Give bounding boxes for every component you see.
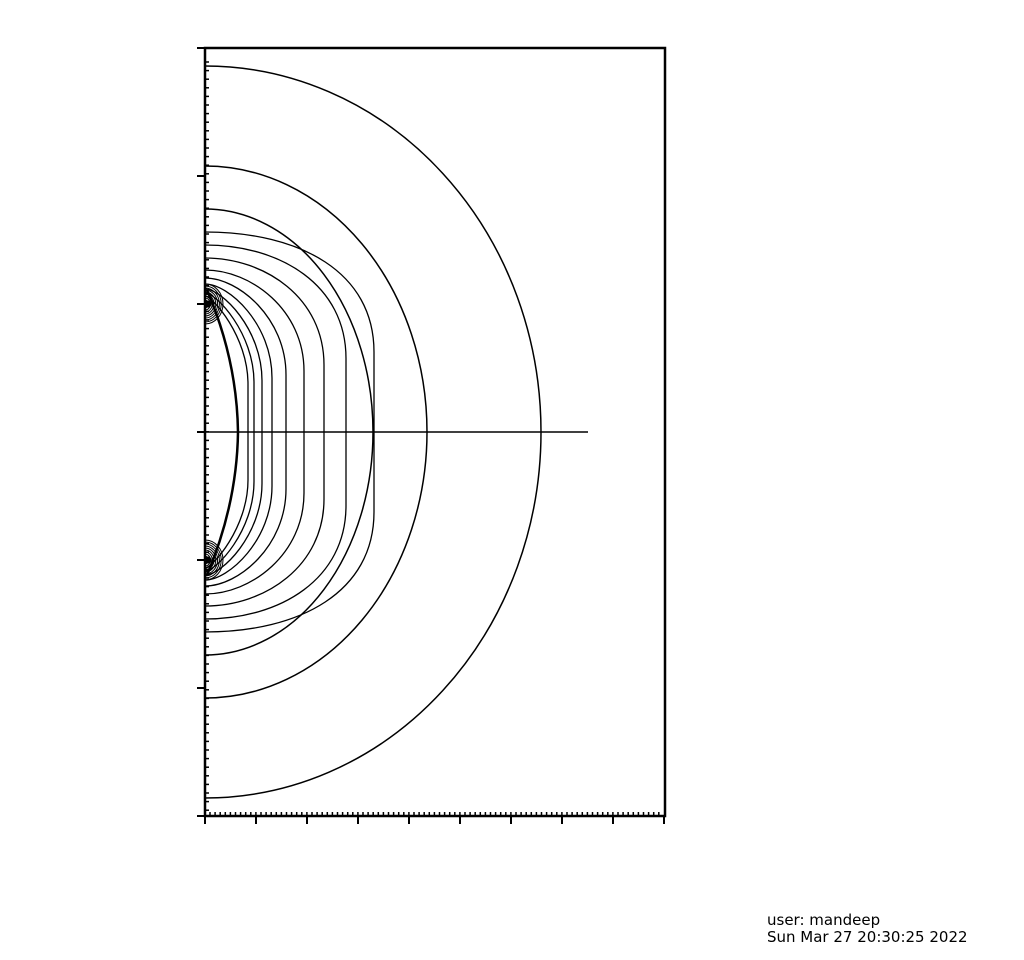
focal-contour [204, 289, 219, 319]
contour-line [204, 277, 287, 587]
plot-footer: user: mandeep Sun Mar 27 20:30:25 2022 [767, 912, 968, 946]
contour-line [204, 257, 325, 607]
focal-point-marker [204, 556, 212, 564]
focal-contour [204, 547, 217, 573]
focal-contour [204, 293, 215, 315]
contour-line [204, 208, 374, 656]
user-label: user: mandeep [767, 911, 881, 929]
focal-contour [204, 283, 224, 325]
focal-contour [204, 539, 224, 581]
focal-contour [204, 291, 217, 317]
focal-contour [204, 543, 220, 577]
contour-line [204, 295, 249, 569]
contour-line [204, 269, 305, 595]
focal-contour [204, 285, 222, 323]
focal-contour [204, 287, 220, 321]
inner-contours [204, 231, 375, 633]
contour-line [204, 165, 428, 699]
focal-points [204, 283, 224, 581]
focal-contour [204, 295, 213, 313]
contour-line [204, 65, 542, 799]
contour-line [204, 292, 255, 572]
focal-contour [204, 551, 213, 569]
contour-line [204, 244, 347, 620]
focal-contour [204, 545, 219, 575]
contour-line [204, 231, 375, 633]
timestamp-label: Sun Mar 27 20:30:25 2022 [767, 928, 968, 946]
focal-point-marker [204, 300, 212, 308]
contour-line [204, 283, 273, 581]
focal-contour [204, 541, 222, 579]
focal-contour [204, 549, 215, 571]
inner-boundary-curve [205, 289, 240, 576]
outer-contours [204, 65, 542, 799]
x-axis-ticks [204, 812, 665, 824]
contour-line [204, 288, 263, 576]
